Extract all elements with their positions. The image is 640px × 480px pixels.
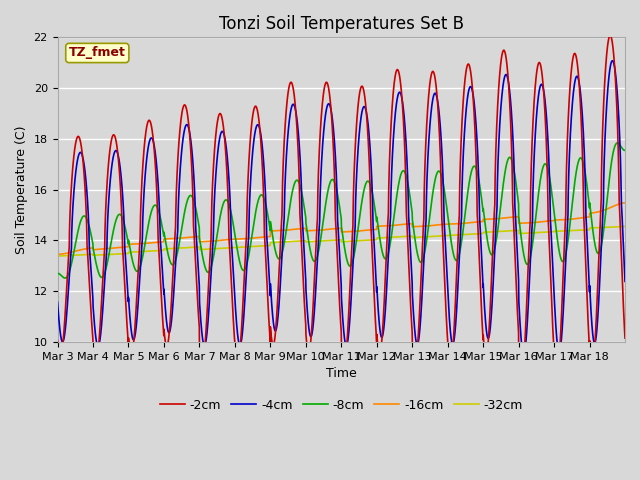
-4cm: [520, 351, 527, 357]
-32cm: [393, 234, 401, 240]
-2cm: [393, 67, 401, 73]
-16cm: [497, 216, 505, 221]
-32cm: [497, 228, 505, 234]
-8cm: [54, 270, 61, 276]
-8cm: [525, 260, 532, 265]
-2cm: [362, 109, 370, 115]
-32cm: [540, 229, 547, 235]
-32cm: [621, 224, 629, 229]
-4cm: [54, 299, 61, 305]
-4cm: [393, 99, 401, 105]
Y-axis label: Soil Temperature (C): Soil Temperature (C): [15, 125, 28, 254]
X-axis label: Time: Time: [326, 367, 356, 380]
-2cm: [518, 372, 525, 378]
Line: -2cm: -2cm: [58, 36, 625, 375]
-8cm: [393, 192, 401, 198]
-8cm: [621, 147, 629, 153]
-16cm: [621, 200, 629, 205]
-16cm: [393, 222, 401, 228]
-8cm: [172, 258, 179, 264]
-2cm: [54, 338, 61, 344]
Line: -32cm: -32cm: [58, 227, 625, 256]
Text: TZ_fmet: TZ_fmet: [69, 47, 125, 60]
-16cm: [362, 228, 370, 233]
-16cm: [172, 236, 179, 241]
-2cm: [606, 33, 614, 38]
Line: -16cm: -16cm: [58, 203, 625, 254]
Legend: -2cm, -4cm, -8cm, -16cm, -32cm: -2cm, -4cm, -8cm, -16cm, -32cm: [155, 394, 528, 417]
-2cm: [525, 245, 532, 251]
-2cm: [540, 88, 547, 94]
-2cm: [172, 230, 179, 236]
Line: -8cm: -8cm: [58, 143, 625, 278]
-4cm: [609, 58, 616, 64]
-8cm: [497, 199, 505, 205]
-16cm: [54, 252, 61, 257]
-4cm: [540, 87, 547, 93]
Title: Tonzi Soil Temperatures Set B: Tonzi Soil Temperatures Set B: [219, 15, 464, 33]
-4cm: [362, 109, 370, 115]
-8cm: [363, 180, 371, 185]
-4cm: [172, 267, 179, 273]
-2cm: [497, 59, 505, 64]
-16cm: [540, 218, 547, 224]
-2cm: [621, 335, 629, 341]
-4cm: [497, 104, 505, 109]
-4cm: [525, 289, 532, 295]
-16cm: [525, 220, 532, 226]
-32cm: [54, 253, 61, 259]
-8cm: [61, 275, 69, 281]
-8cm: [614, 140, 621, 146]
-32cm: [362, 238, 370, 243]
Line: -4cm: -4cm: [58, 61, 625, 354]
-4cm: [621, 278, 629, 284]
-8cm: [540, 163, 547, 168]
-32cm: [525, 230, 532, 236]
-32cm: [172, 245, 179, 251]
